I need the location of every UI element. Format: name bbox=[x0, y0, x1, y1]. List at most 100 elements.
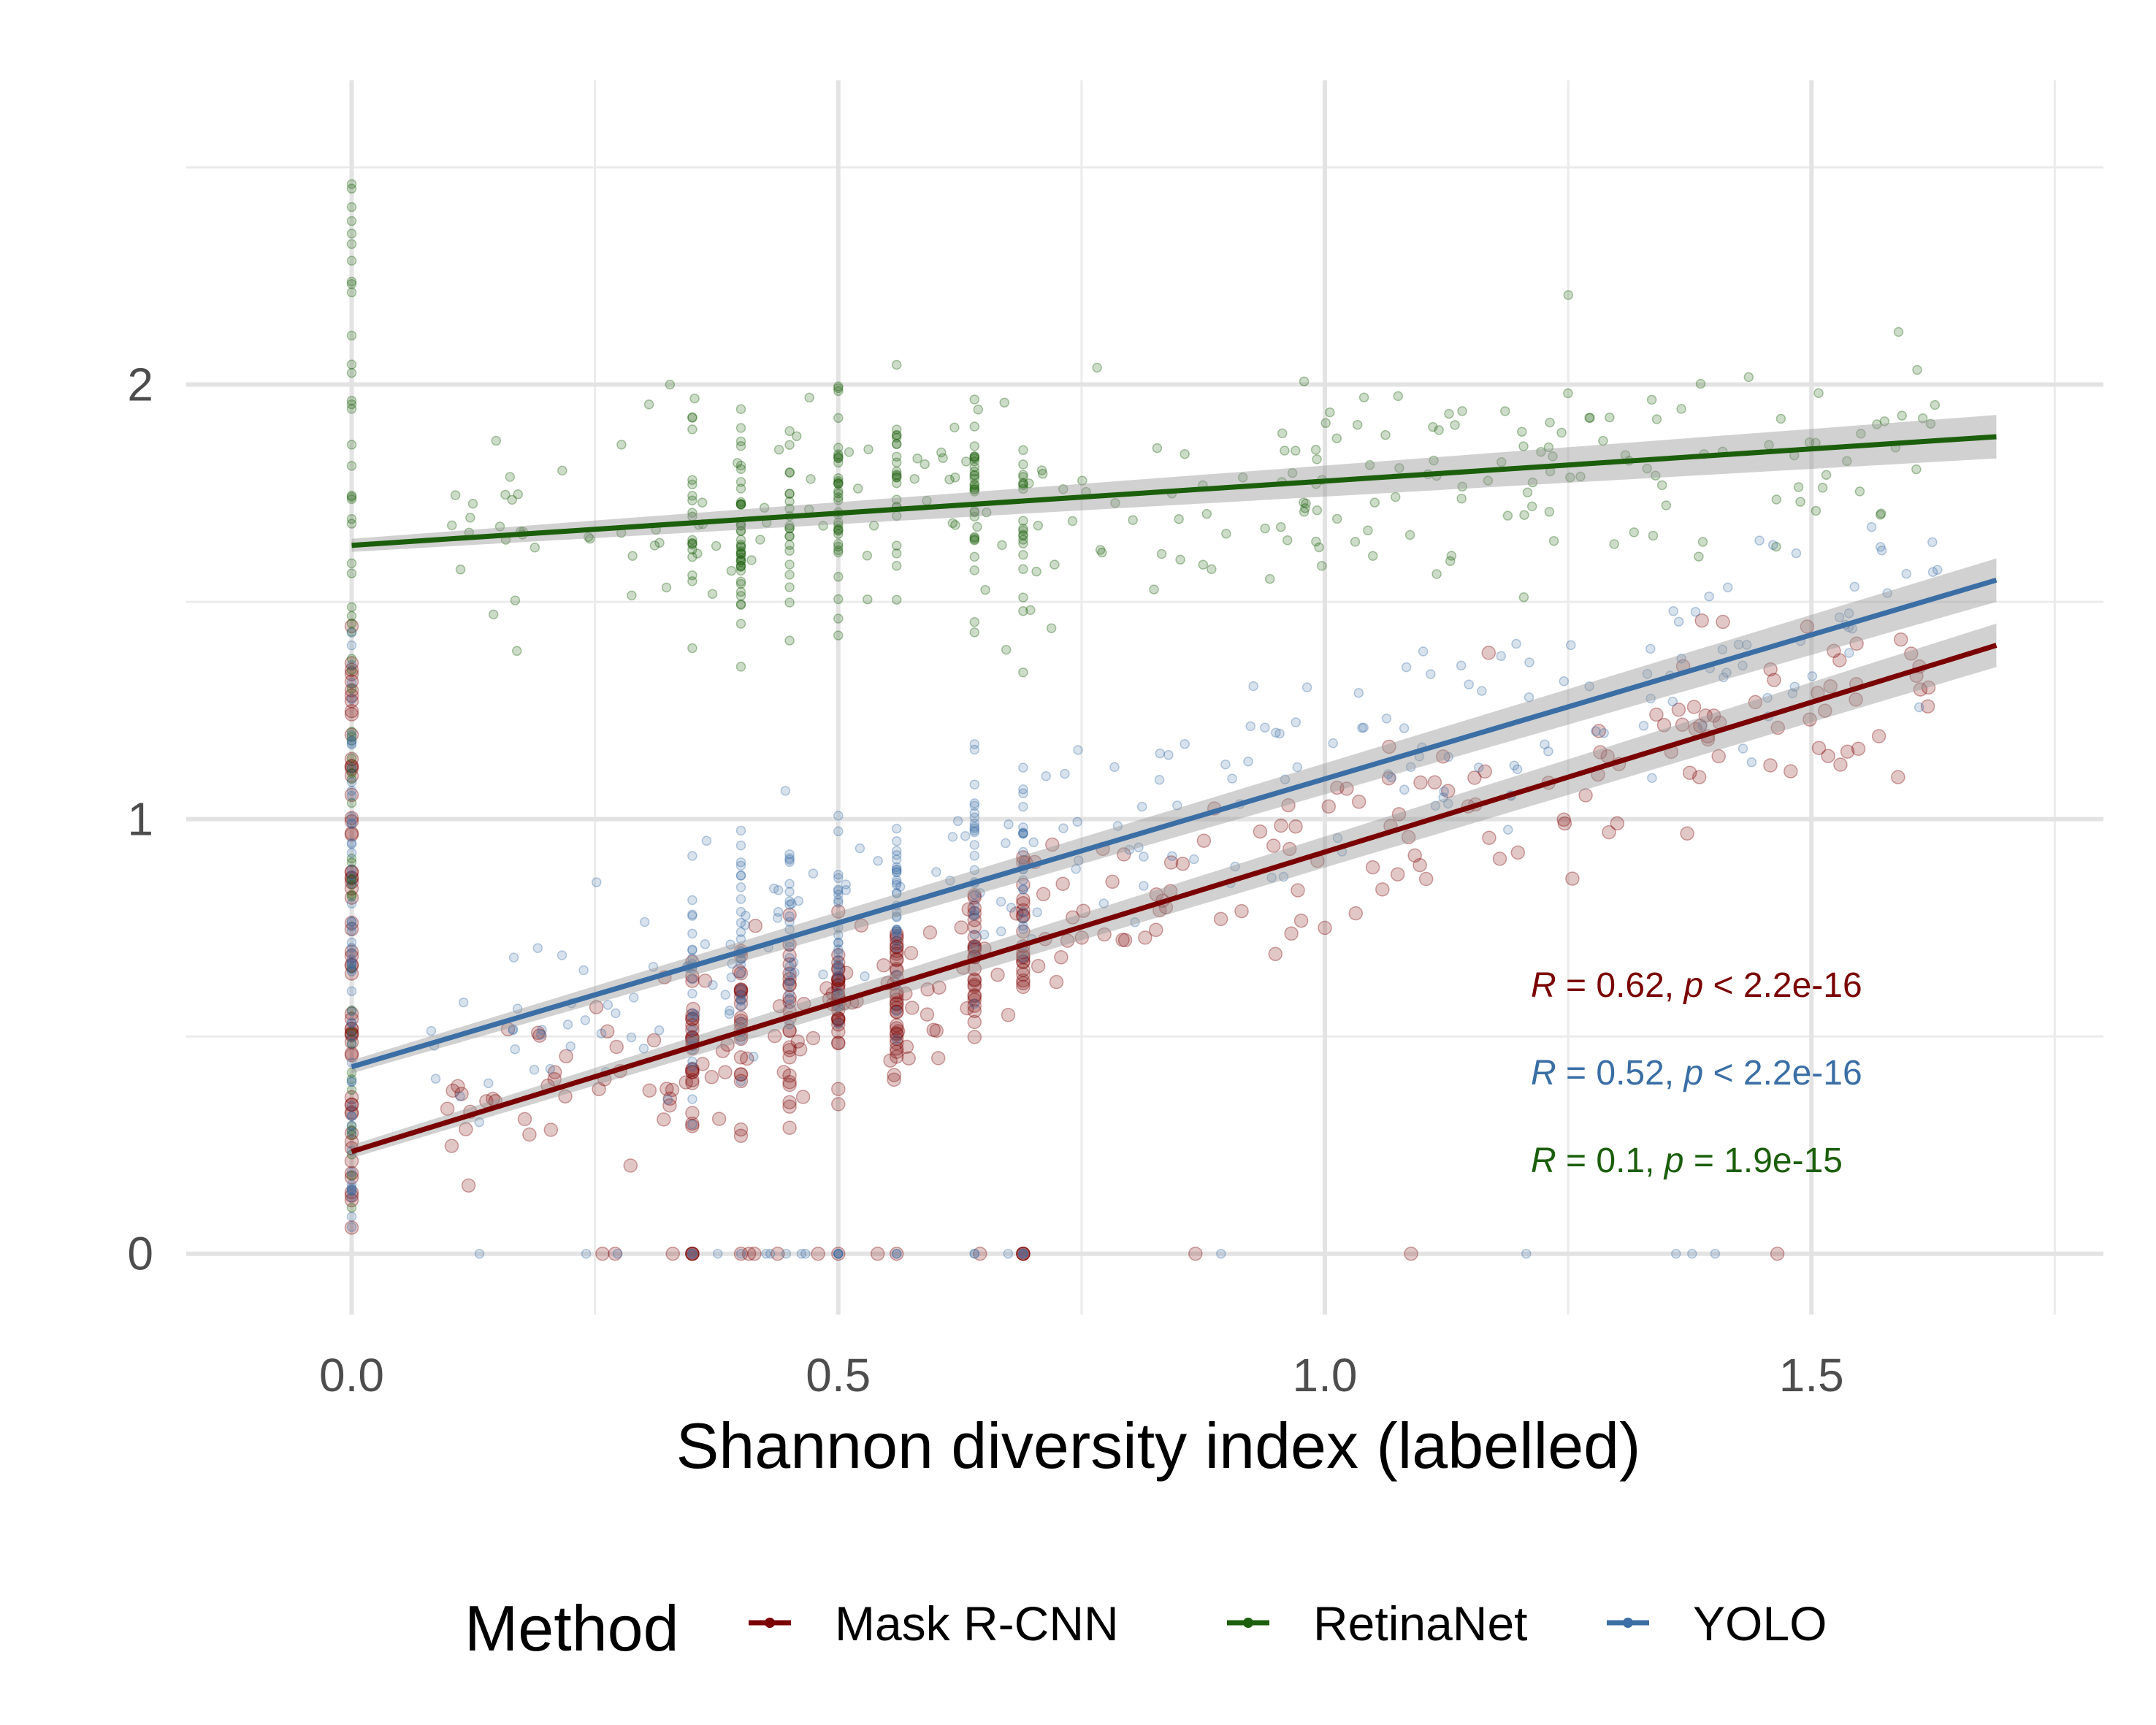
data-point bbox=[1301, 498, 1311, 509]
data-point bbox=[735, 894, 746, 904]
data-point bbox=[1163, 855, 1179, 870]
data-point bbox=[784, 879, 795, 889]
data-point bbox=[833, 594, 844, 605]
data-point bbox=[833, 873, 844, 884]
data-point bbox=[1245, 721, 1255, 732]
data-point bbox=[1854, 486, 1865, 497]
data-point bbox=[344, 1097, 359, 1112]
data-point bbox=[692, 548, 703, 559]
data-point bbox=[1382, 739, 1396, 754]
data-point bbox=[1288, 819, 1303, 834]
data-point bbox=[562, 1020, 573, 1030]
data-point bbox=[687, 1094, 697, 1104]
data-point bbox=[831, 1082, 846, 1096]
data-point bbox=[769, 883, 779, 894]
data-point bbox=[1031, 958, 1046, 974]
data-point bbox=[818, 969, 828, 980]
data-point bbox=[344, 865, 359, 880]
data-point bbox=[860, 971, 870, 982]
data-point bbox=[346, 602, 357, 613]
data-point bbox=[1016, 976, 1031, 991]
data-point bbox=[1180, 738, 1190, 749]
data-point bbox=[687, 424, 697, 435]
data-point bbox=[1927, 567, 1938, 577]
data-point bbox=[491, 435, 502, 446]
data-point bbox=[833, 886, 844, 896]
legend-label: Mask R-CNN bbox=[835, 1596, 1119, 1651]
data-point bbox=[1067, 516, 1078, 527]
data-point bbox=[1018, 531, 1028, 541]
data-point bbox=[1556, 427, 1567, 438]
data-point bbox=[735, 1001, 746, 1011]
data-point bbox=[782, 971, 797, 987]
data-point bbox=[444, 1139, 459, 1153]
data-point bbox=[889, 1018, 904, 1033]
data-point bbox=[685, 1008, 700, 1023]
data-point bbox=[891, 888, 902, 899]
data-point bbox=[685, 1076, 700, 1090]
data-point bbox=[833, 526, 844, 536]
data-point bbox=[950, 520, 960, 530]
data-point bbox=[344, 1097, 359, 1112]
data-point bbox=[1584, 413, 1594, 423]
data-point bbox=[1109, 762, 1120, 773]
data-point bbox=[1450, 420, 1460, 430]
data-point bbox=[685, 968, 700, 984]
data-point bbox=[565, 1041, 576, 1052]
data-point bbox=[344, 1125, 359, 1141]
data-point bbox=[969, 998, 980, 1009]
data-point bbox=[969, 484, 980, 494]
data-point bbox=[616, 440, 627, 450]
data-point bbox=[784, 962, 795, 972]
data-point bbox=[969, 456, 980, 467]
data-point bbox=[511, 646, 522, 657]
data-point bbox=[344, 958, 359, 974]
data-point bbox=[583, 532, 594, 543]
legend-key-point bbox=[1243, 1618, 1253, 1628]
data-point bbox=[891, 929, 902, 939]
data-point bbox=[346, 1185, 357, 1196]
data-point bbox=[344, 759, 359, 774]
data-point bbox=[346, 878, 357, 888]
data-point bbox=[833, 386, 844, 397]
data-point bbox=[1016, 908, 1031, 923]
data-point bbox=[735, 542, 746, 552]
data-point bbox=[969, 470, 980, 480]
data-point bbox=[1065, 910, 1080, 925]
data-point bbox=[1054, 950, 1069, 965]
data-point bbox=[346, 183, 357, 194]
data-point bbox=[1519, 510, 1529, 520]
data-point bbox=[1018, 524, 1028, 534]
data-point bbox=[735, 955, 746, 965]
data-point bbox=[685, 1073, 700, 1087]
data-point bbox=[735, 825, 746, 836]
data-point bbox=[782, 990, 797, 1005]
data-point bbox=[344, 1035, 359, 1049]
data-point bbox=[1891, 770, 1905, 784]
data-point bbox=[1904, 646, 1919, 661]
data-point bbox=[344, 1048, 359, 1063]
data-point bbox=[344, 1026, 359, 1041]
data-point bbox=[346, 215, 357, 226]
data-point bbox=[346, 1170, 357, 1181]
data-point bbox=[1482, 830, 1496, 845]
data-point bbox=[1821, 749, 1835, 763]
data-point bbox=[831, 1035, 846, 1050]
legend-label: RetinaNet bbox=[1313, 1596, 1528, 1651]
data-point bbox=[980, 584, 990, 595]
data-point bbox=[1438, 792, 1448, 803]
data-point bbox=[735, 464, 746, 475]
data-point bbox=[609, 1039, 624, 1055]
data-point bbox=[1565, 472, 1575, 483]
data-point bbox=[1071, 864, 1081, 874]
data-point bbox=[1418, 646, 1429, 657]
data-point bbox=[1018, 1248, 1028, 1259]
data-point bbox=[891, 439, 902, 450]
data-point bbox=[1671, 1248, 1681, 1259]
data-point bbox=[831, 904, 846, 919]
data-point bbox=[1348, 906, 1364, 921]
data-point bbox=[889, 963, 904, 978]
data-point bbox=[344, 703, 359, 719]
data-point bbox=[735, 499, 746, 509]
data-point bbox=[685, 1063, 700, 1077]
